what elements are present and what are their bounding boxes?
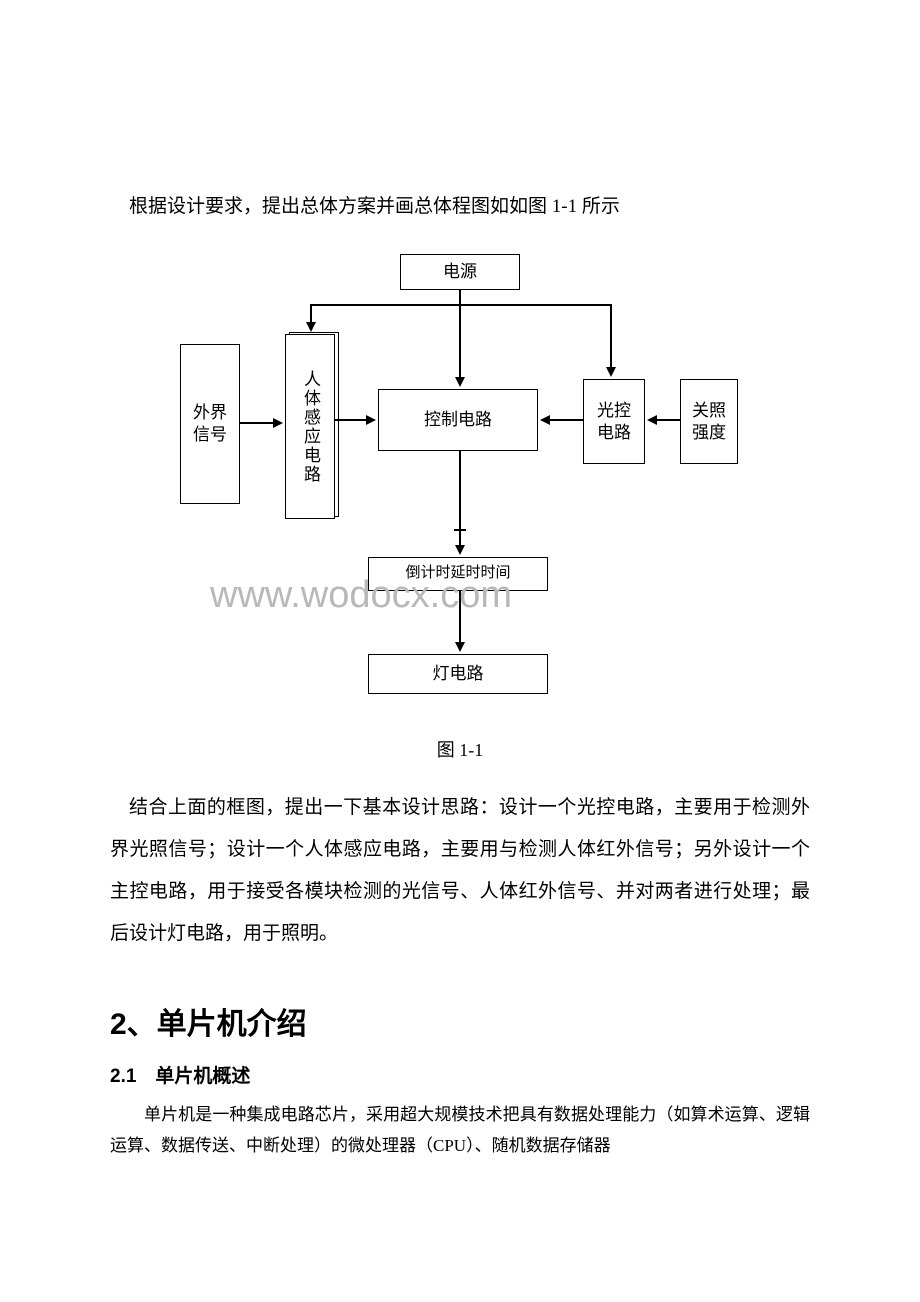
edge-delay-lamp — [459, 591, 461, 644]
edge-power-light — [610, 304, 612, 369]
node-body-label: 人体感应电路 — [299, 370, 321, 484]
edge-intensity-light — [657, 419, 680, 421]
edge-light-control — [550, 419, 583, 421]
edge-control-delay — [459, 451, 461, 547]
edge-signal-body — [240, 422, 275, 424]
section-2-heading: 2、单片机介绍 — [110, 999, 810, 1043]
node-light-ctrl: 光控 电路 — [583, 379, 645, 464]
node-intensity: 关照 强度 — [680, 379, 738, 464]
node-intensity-label: 关照 强度 — [692, 400, 726, 444]
arrow-intensity-light — [647, 415, 657, 425]
node-body-sensor: 人体感应电路 — [285, 334, 335, 519]
arrow-body-control — [366, 415, 376, 425]
section-2-1-heading: 2.1 单片机概述 — [110, 1061, 810, 1088]
body-paragraph: 结合上面的框图，提出一下基本设计思路：设计一个光控电路，主要用于检测外界光照信号… — [110, 787, 810, 954]
node-signal: 外界 信号 — [180, 344, 240, 504]
edge-power-control — [459, 304, 461, 379]
node-lamp: 灯电路 — [368, 654, 548, 694]
node-light-ctrl-label: 光控 电路 — [597, 400, 631, 444]
intro-paragraph: 根据设计要求，提出总体方案并画总体程图如如图 1-1 所示 — [110, 190, 810, 224]
arrow-light-control — [540, 415, 550, 425]
section-2-1-paragraph: 单片机是一种集成电路芯片，采用超大规模技术把具有数据处理能力（如算术运算、逻辑运… — [110, 1100, 810, 1161]
edge-power-stub — [459, 290, 461, 305]
edge-tick — [454, 529, 466, 531]
arrow-delay-lamp — [455, 642, 465, 652]
arrow-power-light — [606, 367, 616, 377]
node-power: 电源 — [400, 254, 520, 290]
block-diagram: 电源 外界 信号 人体感应电路 控制电路 光控 电路 关照 强度 倒计时延时时间… — [180, 254, 740, 724]
arrow-control-delay — [455, 545, 465, 555]
node-delay: 倒计时延时时间 — [368, 557, 548, 591]
edge-body-control — [335, 419, 368, 421]
arrow-power-control — [455, 377, 465, 387]
node-control: 控制电路 — [378, 389, 538, 451]
edge-power-body — [310, 304, 312, 324]
node-signal-label: 外界 信号 — [193, 402, 227, 446]
arrow-power-body — [306, 322, 316, 332]
figure-caption: 图 1-1 — [110, 736, 810, 762]
arrow-signal-body — [273, 418, 283, 428]
